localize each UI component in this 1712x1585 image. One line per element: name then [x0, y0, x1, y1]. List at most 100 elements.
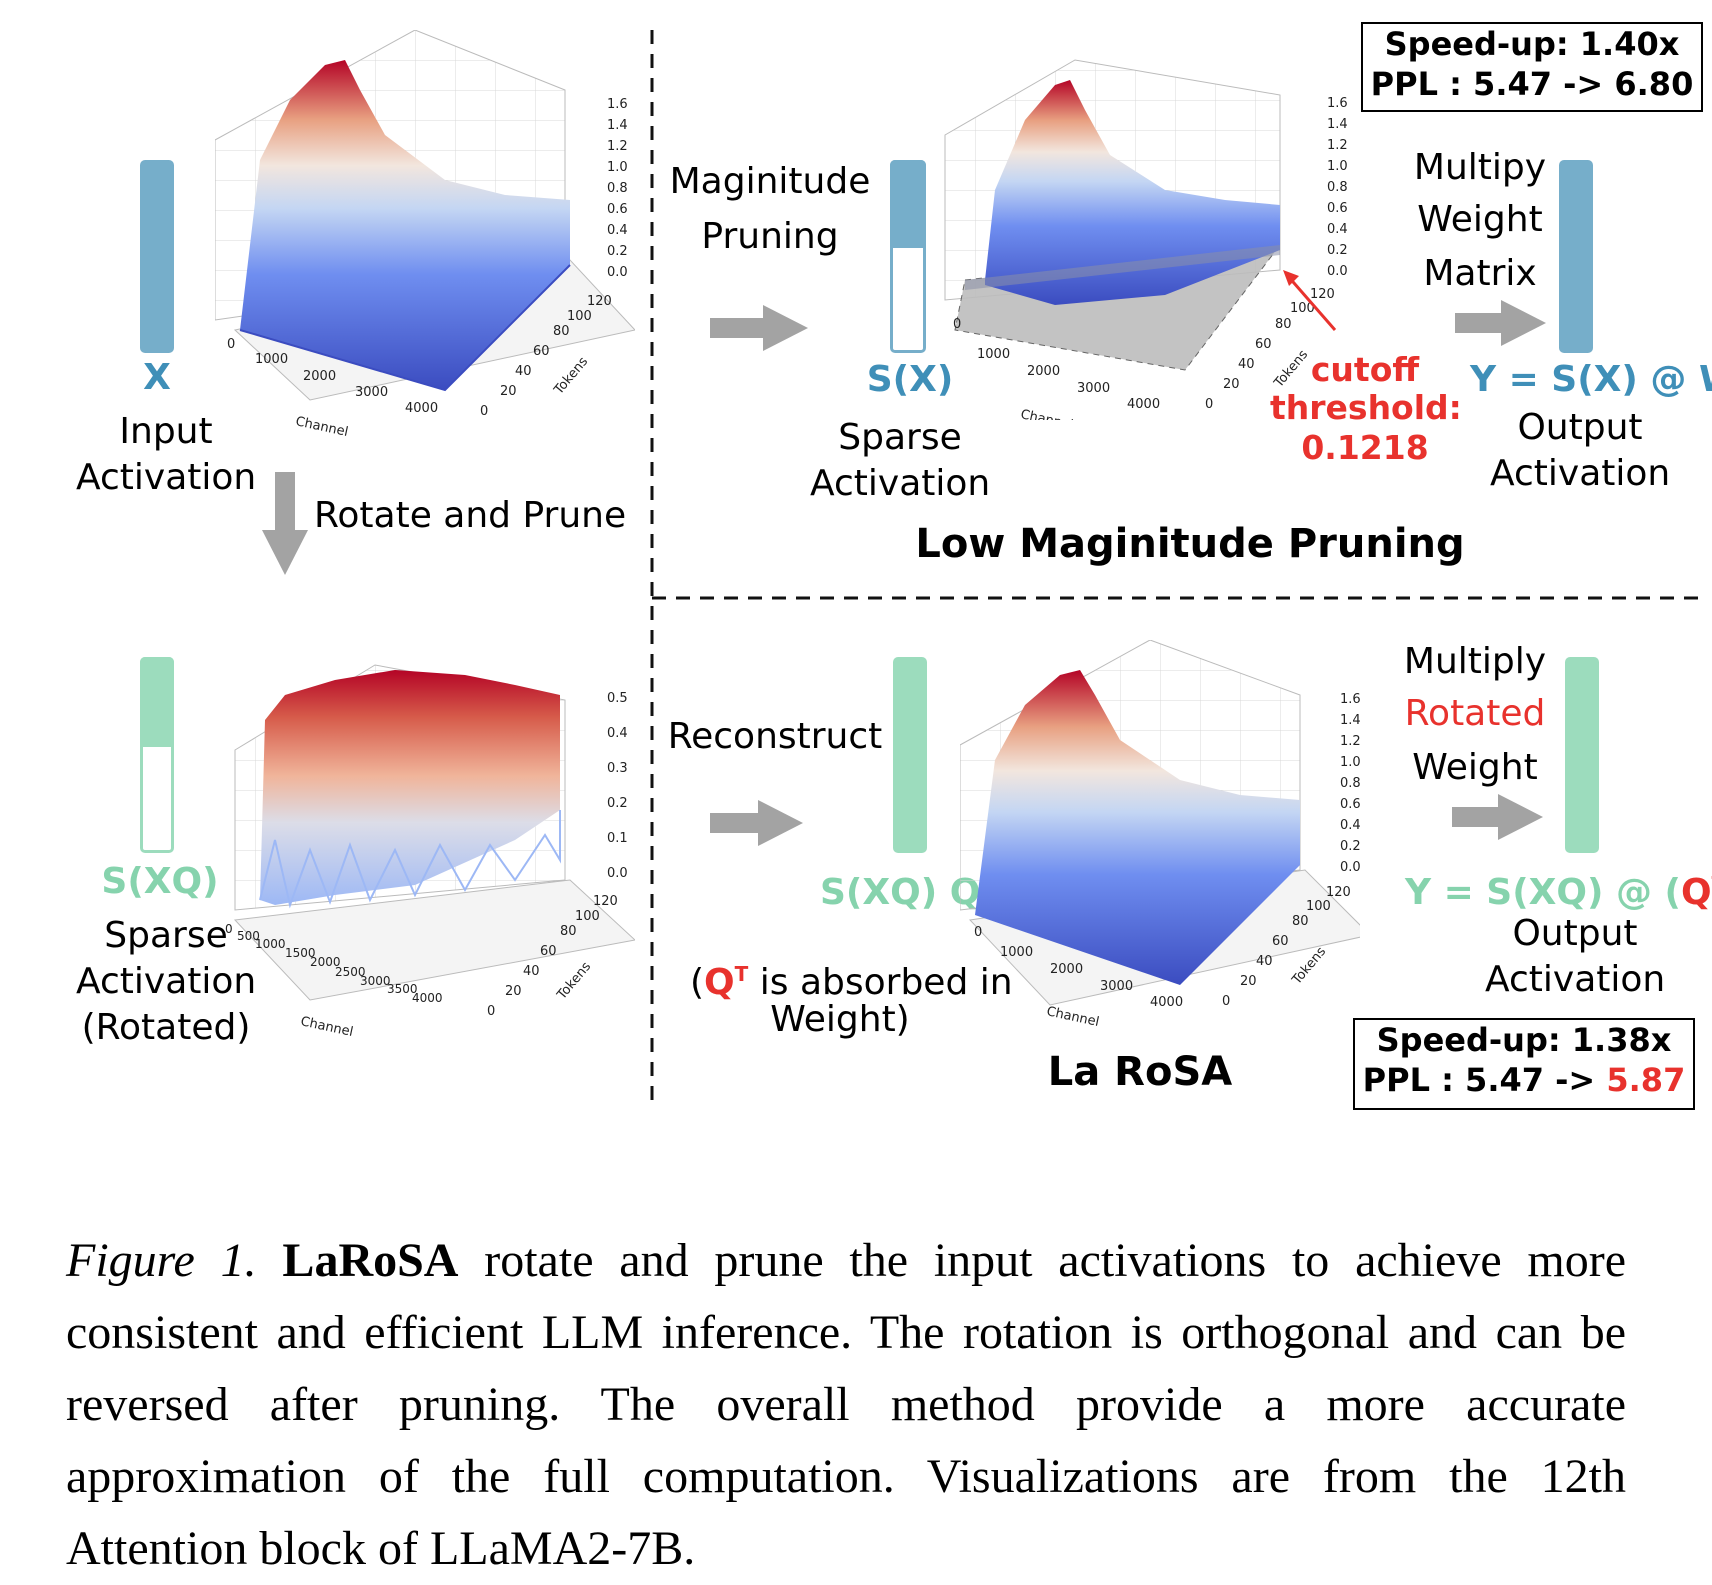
svg-text:0.1: 0.1 — [607, 831, 628, 846]
figure-label: Figure 1. — [66, 1234, 257, 1287]
svg-text:1000: 1000 — [1000, 945, 1033, 960]
svg-text:2500: 2500 — [335, 965, 366, 979]
svg-text:1.2: 1.2 — [1340, 734, 1360, 749]
larosa-plot-z-ticks: 1.6 1.4 1.2 1.0 0.8 0.6 0.4 0.2 0.0 — [1340, 692, 1360, 875]
cutoff-label-2: threshold: — [1270, 388, 1462, 427]
svg-text:1.6: 1.6 — [607, 97, 628, 112]
svg-text:80: 80 — [560, 924, 577, 939]
larosa-multiply-label-2: Rotated — [1404, 693, 1546, 734]
svg-text:0.2: 0.2 — [607, 244, 628, 259]
larosa-formula: Y = S(XQ) @ (QTW) — [1405, 872, 1712, 913]
svg-text:0.5: 0.5 — [607, 691, 628, 706]
larosa-output-vector — [1565, 657, 1599, 853]
input-activation-label-1: Input — [119, 411, 213, 452]
svg-text:120: 120 — [1310, 287, 1335, 302]
svg-text:40: 40 — [1256, 954, 1273, 969]
svg-text:40: 40 — [523, 964, 540, 979]
svg-text:0: 0 — [480, 404, 488, 419]
cutoff-value: 0.1218 — [1301, 428, 1429, 467]
rotated-vector-label: S(XQ) — [101, 861, 219, 902]
svg-text:3000: 3000 — [1077, 381, 1110, 396]
larosa-speedup: Speed-up: 1.38x — [1376, 1021, 1672, 1059]
svg-text:0.6: 0.6 — [1327, 201, 1348, 216]
svg-text:0.6: 0.6 — [1340, 797, 1360, 812]
rotated-label-1: Sparse — [104, 915, 228, 956]
svg-text:1.4: 1.4 — [1340, 713, 1360, 728]
input-activation-3d-plot: 1.6 1.4 1.2 1.0 0.8 0.6 0.4 0.2 0.0 0 1000 2000 … — [215, 30, 635, 440]
svg-text:80: 80 — [1292, 914, 1309, 929]
svg-text:1.0: 1.0 — [1327, 159, 1348, 174]
magnitude-output-label-2: Activation — [1490, 453, 1671, 494]
svg-text:0.4: 0.4 — [607, 223, 628, 238]
svg-text:0: 0 — [227, 337, 235, 352]
input-plot-x-ticks: 0 1000 2000 3000 4000 — [227, 337, 438, 416]
input-plot-x-label: Channel — [294, 414, 349, 440]
rotated-plot-z-ticks: 0.5 0.4 0.3 0.2 0.1 0.0 — [607, 691, 628, 881]
rotate-prune-arrow — [262, 472, 308, 575]
svg-text:100: 100 — [567, 309, 592, 324]
svg-text:0.0: 0.0 — [607, 866, 628, 881]
svg-text:0.8: 0.8 — [607, 181, 628, 196]
input-plot-y-label: Tokens — [551, 354, 591, 398]
svg-text:0.8: 0.8 — [1340, 776, 1360, 791]
svg-text:100: 100 — [1290, 301, 1315, 316]
larosa-section-title: La RoSA — [1047, 1049, 1233, 1095]
svg-text:60: 60 — [1255, 337, 1272, 352]
magnitude-result-box: Speed-up: 1.40x PPL : 5.47 -> 6.80 — [1361, 22, 1703, 112]
svg-text:0.0: 0.0 — [1327, 264, 1348, 279]
rotated-label-3: (Rotated) — [81, 1007, 251, 1048]
magnitude-step-label-2: Pruning — [701, 216, 839, 257]
magnitude-ppl: PPL : 5.47 -> 6.80 — [1370, 65, 1694, 103]
larosa-plot-x-label: Channel — [1045, 1004, 1100, 1030]
sparse-activation-label-2: Activation — [810, 463, 991, 504]
svg-text:1.6: 1.6 — [1327, 96, 1348, 111]
svg-text:80: 80 — [1275, 317, 1292, 332]
cutoff-arrow — [1285, 274, 1337, 331]
magnitude-formula: Y = S(X) @ W — [1470, 359, 1712, 400]
larosa-plot-x-ticks: 0 1000 2000 3000 4000 — [974, 925, 1183, 1010]
larosa-ppl: PPL : 5.47 -> 5.87 — [1362, 1061, 1686, 1099]
magnitude-output-label-1: Output — [1517, 407, 1643, 448]
svg-text:1500: 1500 — [285, 946, 316, 960]
svg-text:0.2: 0.2 — [1340, 839, 1360, 854]
svg-text:20: 20 — [500, 384, 517, 399]
input-plot-z-ticks: 1.6 1.4 1.2 1.0 0.8 0.6 0.4 0.2 0.0 — [607, 97, 628, 280]
magnitude-speedup: Speed-up: 1.40x — [1384, 25, 1680, 63]
svg-text:1.2: 1.2 — [607, 139, 628, 154]
svg-text:100: 100 — [1306, 899, 1331, 914]
larosa-3d-plot: 1.6 1.4 1.2 1.0 0.8 0.6 0.4 0.2 0.0 0 1000 2000 … — [960, 640, 1360, 1030]
svg-text:0.6: 0.6 — [607, 202, 628, 217]
svg-text:0.3: 0.3 — [607, 761, 628, 776]
svg-text:0.8: 0.8 — [1327, 180, 1348, 195]
svg-text:0: 0 — [225, 922, 233, 936]
svg-text:60: 60 — [1272, 934, 1289, 949]
svg-text:60: 60 — [533, 344, 550, 359]
magnitude-plot-x-label: Channel — [1019, 407, 1074, 420]
reconstructed-vector — [893, 657, 927, 853]
magnitude-arrow — [710, 305, 808, 351]
svg-text:20: 20 — [1223, 377, 1240, 392]
svg-text:0.4: 0.4 — [1340, 818, 1360, 833]
svg-text:60: 60 — [540, 944, 557, 959]
larosa-multiply-label-3: Weight — [1412, 747, 1538, 788]
larosa-multiply-label-1: Multiply — [1403, 641, 1547, 682]
magnitude-plot-x-ticks: 0 1000 2000 3000 4000 — [953, 317, 1160, 412]
svg-text:3000: 3000 — [355, 385, 388, 400]
svg-text:0: 0 — [974, 925, 982, 940]
svg-text:0: 0 — [953, 317, 961, 332]
caption-bold-term: LaRoSA — [282, 1234, 459, 1287]
multiply-label-2: Weight — [1417, 199, 1543, 240]
rotate-prune-label: Rotate and Prune — [314, 495, 627, 536]
svg-text:0.4: 0.4 — [1327, 222, 1348, 237]
svg-text:4000: 4000 — [1150, 995, 1183, 1010]
larosa-output-label-1: Output — [1512, 913, 1638, 954]
svg-text:0: 0 — [1205, 397, 1213, 412]
svg-text:1000: 1000 — [255, 352, 288, 367]
